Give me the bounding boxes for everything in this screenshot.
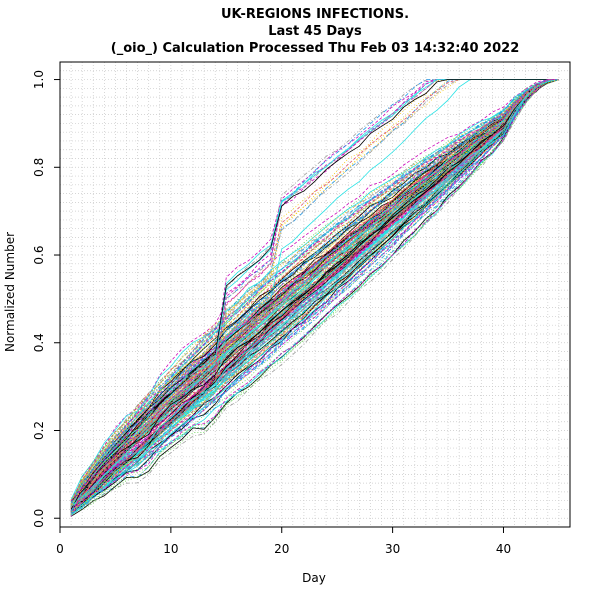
x-axis-label: Day	[302, 571, 326, 585]
series-line	[70, 79, 559, 512]
series-line	[70, 79, 559, 507]
y-axis-label: Normalized Number	[3, 232, 17, 352]
series-line	[70, 79, 559, 515]
series-line	[70, 79, 559, 513]
series-line	[70, 79, 559, 517]
x-tick-label: 20	[274, 542, 289, 556]
series-line	[70, 79, 560, 507]
series-line	[70, 79, 559, 516]
y-tick-label: 0.4	[32, 333, 46, 352]
chart-title: UK-REGIONS INFECTIONS. Last 45 Days (_oi…	[111, 7, 519, 56]
series-line	[70, 79, 559, 508]
series-line	[70, 79, 559, 503]
x-tick-label: 30	[385, 542, 400, 556]
series-line	[70, 79, 560, 505]
series-line	[70, 79, 559, 516]
y-tick-label: 0.6	[32, 245, 46, 264]
series-line	[70, 79, 560, 502]
series-line	[70, 79, 560, 502]
y-tick-label: 1.0	[32, 70, 46, 89]
series-line	[70, 79, 559, 503]
series-line	[70, 79, 559, 514]
series-line	[70, 79, 559, 501]
series-line	[70, 79, 560, 512]
plot-frame	[59, 61, 571, 528]
series-line	[70, 79, 559, 505]
y-tick-label: 0.8	[32, 158, 46, 177]
series-line	[70, 79, 559, 515]
axes: 0 10 20 30 40 0.0 0.2 0.4 0.6 0.8 1.0	[32, 70, 511, 556]
series-line	[70, 79, 559, 502]
series-line	[70, 79, 559, 505]
x-tick-label: 10	[163, 542, 178, 556]
x-tick-label: 0	[56, 542, 64, 556]
series-line	[70, 79, 559, 517]
y-tick-label: 0.2	[32, 421, 46, 440]
series-line	[70, 79, 560, 507]
series-lines	[70, 79, 560, 517]
series-line	[70, 79, 559, 509]
series-line	[70, 79, 559, 509]
series-line	[70, 79, 559, 507]
series-line	[70, 79, 559, 508]
series-line	[70, 79, 559, 505]
series-line	[70, 79, 559, 515]
series-line	[70, 79, 559, 511]
series-line	[70, 79, 559, 514]
series-line	[70, 79, 559, 511]
series-line	[70, 79, 559, 512]
x-tick-label: 40	[496, 542, 511, 556]
series-line	[70, 79, 559, 506]
series-line	[70, 79, 559, 502]
series-line	[70, 79, 559, 510]
series-line	[70, 79, 559, 502]
series-line	[70, 79, 560, 513]
series-line	[70, 79, 559, 515]
chart-title-line-1: UK-REGIONS INFECTIONS.	[221, 7, 409, 22]
series-line	[70, 79, 560, 508]
series-line	[70, 79, 559, 507]
series-line	[70, 79, 559, 506]
y-tick-label: 0.0	[32, 509, 46, 528]
series-line	[70, 79, 559, 514]
chart-title-line-3: (_oio_) Calculation Processed Thu Feb 03…	[111, 41, 519, 56]
series-line	[70, 79, 559, 512]
series-line	[70, 79, 560, 506]
series-line	[70, 79, 559, 507]
series-line	[70, 79, 559, 511]
chart-title-line-2: Last 45 Days	[268, 24, 362, 39]
